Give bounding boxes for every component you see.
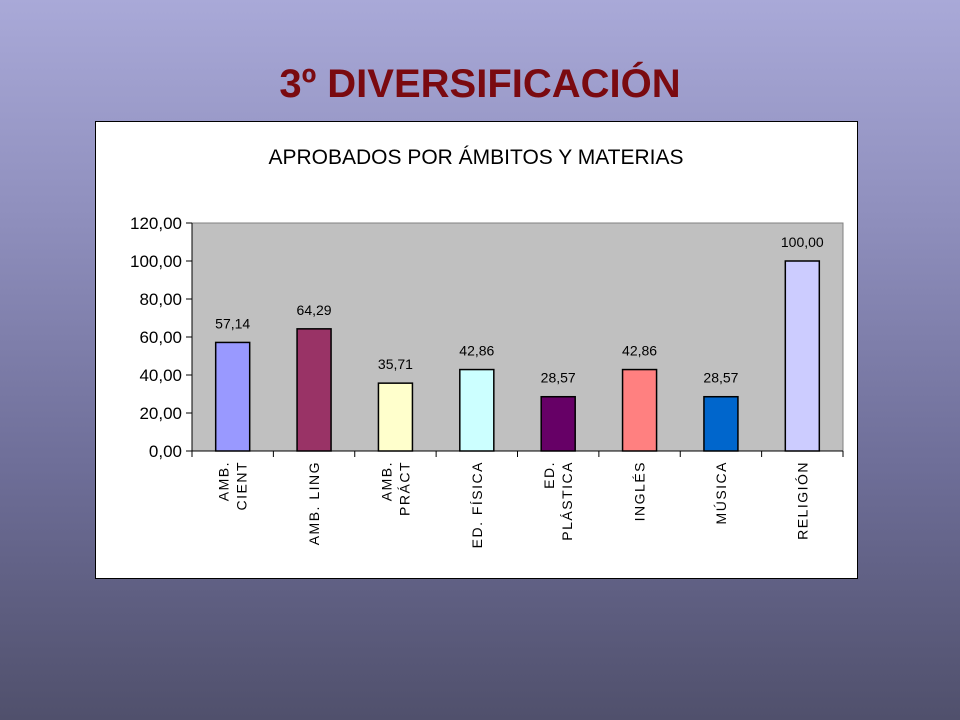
x-category-label: PLÁSTICA: [559, 461, 575, 541]
data-label: 64,29: [297, 302, 332, 318]
y-tick-label: 120,00: [130, 214, 182, 233]
x-category-label: ED. FÍSICA: [469, 461, 485, 548]
x-category-label: INGLÉS: [632, 461, 648, 521]
data-label: 42,86: [622, 343, 657, 359]
x-category-label: ED.: [541, 461, 557, 489]
bar: [540, 395, 576, 452]
bar: [296, 328, 332, 452]
y-tick-label: 80,00: [139, 290, 182, 309]
y-tick-label: 20,00: [139, 404, 182, 423]
data-label: 100,00: [781, 234, 824, 250]
bar: [621, 368, 658, 452]
bar: [703, 395, 739, 452]
bar: [459, 368, 495, 452]
data-label: 28,57: [541, 370, 576, 386]
bar: [214, 341, 251, 452]
bar-chart: APROBADOS POR ÁMBITOS Y MATERIAS 0,00 20,…: [130, 146, 844, 548]
x-category-label: RELIGIÓN: [794, 461, 810, 540]
bar: [377, 382, 414, 452]
slide-title: 3º DIVERSIFICACIÓN: [279, 62, 681, 106]
data-label: 35,71: [378, 356, 413, 372]
x-category-label: AMB.: [216, 461, 232, 501]
x-category-label: AMB. LING: [306, 461, 322, 545]
data-label: 28,57: [703, 370, 738, 386]
x-category-label: PRÁCT: [396, 461, 412, 516]
x-category-label: AMB.: [378, 461, 394, 501]
data-label: 42,86: [459, 343, 494, 359]
x-category-label: CIENT: [234, 461, 250, 511]
y-tick-label: 60,00: [139, 328, 182, 347]
y-tick-label: 40,00: [139, 366, 182, 385]
x-category-label: MÚSICA: [713, 461, 729, 524]
plot-background: [191, 222, 844, 452]
y-tick-label: 100,00: [130, 252, 182, 271]
bar: [784, 260, 821, 452]
chart-title: APROBADOS POR ÁMBITOS Y MATERIAS: [268, 146, 683, 169]
chart-frame: APROBADOS POR ÁMBITOS Y MATERIAS 0,00 20,…: [95, 121, 858, 579]
y-tick-label: 0,00: [149, 442, 182, 461]
plot-area: 0,00 20,00 40,00 60,00 80,00 100,00 120,00 57,1…: [130, 214, 844, 548]
data-label: 57,14: [215, 315, 250, 331]
